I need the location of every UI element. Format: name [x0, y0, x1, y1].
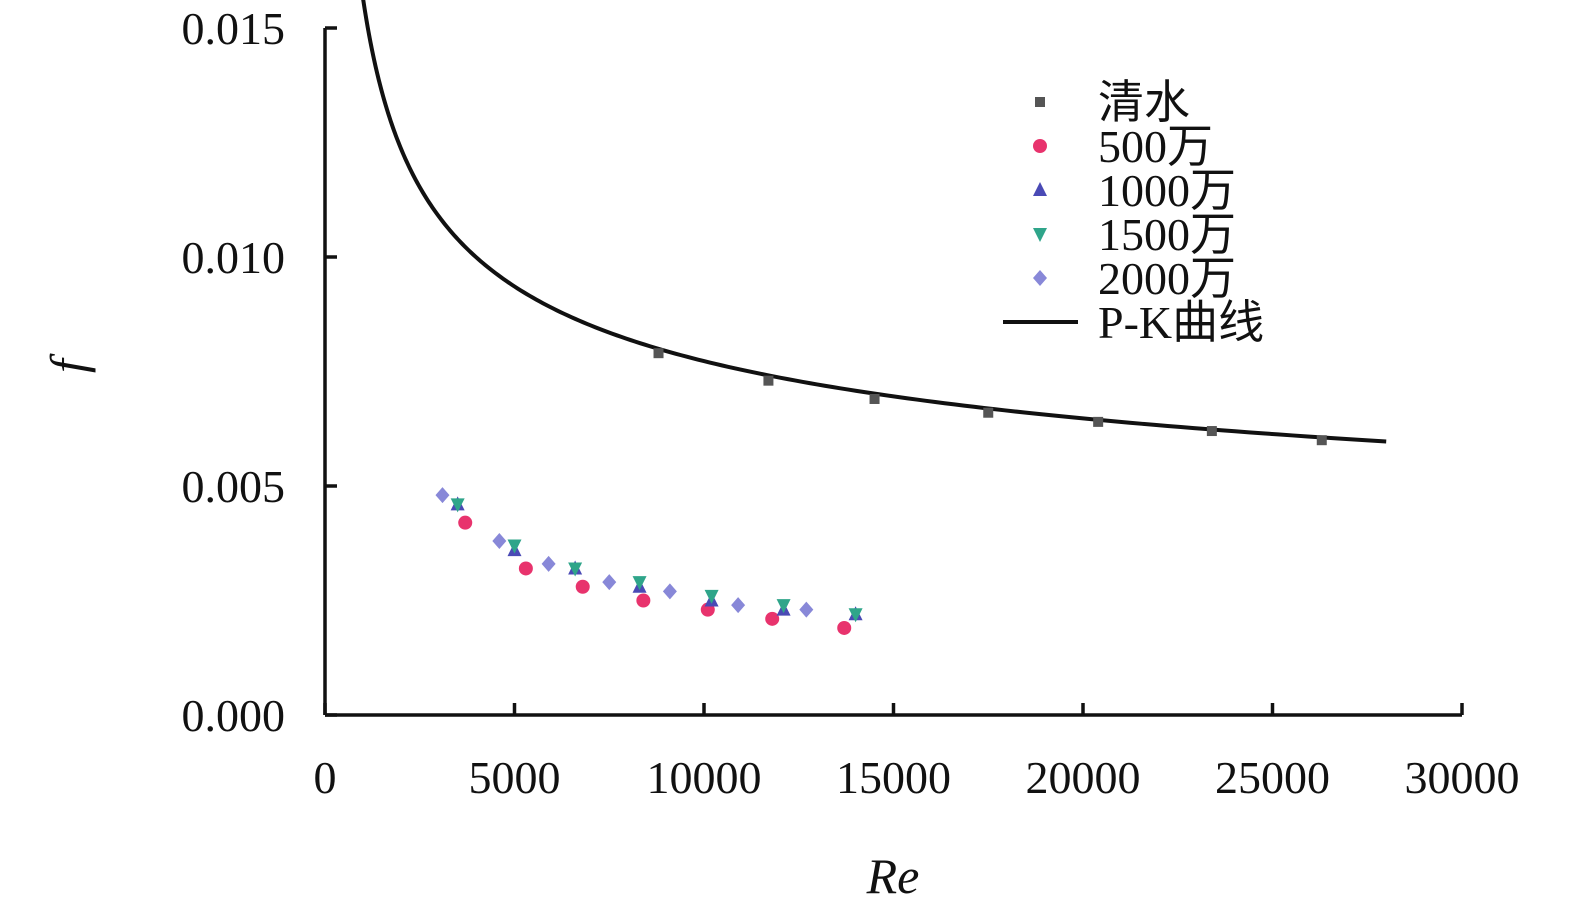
data-point	[602, 574, 617, 591]
data-point	[568, 562, 583, 577]
pk-curve-layer	[361, 0, 1387, 444]
legend-label: 500万	[1098, 121, 1213, 172]
x-tick-label: 5000	[469, 752, 561, 803]
x-axis-label: Re	[866, 848, 920, 904]
data-point	[450, 498, 465, 513]
legend-item: 500万	[1033, 121, 1213, 172]
data-point	[435, 487, 450, 504]
data-point	[799, 601, 814, 618]
y-axis-label: f	[40, 353, 96, 373]
legend-marker	[1033, 182, 1047, 196]
axis-ticks: 0 5000 10000 15000 20000 25000 30000 0.000 0.005…	[182, 3, 1520, 803]
legend-item: 2000万	[1033, 253, 1236, 304]
data-point	[848, 608, 863, 623]
data-point	[776, 599, 791, 614]
legend-item: 1500万	[1033, 209, 1236, 260]
legend-marker	[1033, 139, 1047, 153]
y-tick-label: 0.010	[182, 232, 286, 283]
data-point	[1093, 416, 1104, 427]
x-tick-label: 10000	[647, 752, 762, 803]
legend-item: P-K曲线	[1003, 297, 1264, 348]
data-point	[492, 532, 507, 549]
data-point	[765, 611, 780, 626]
data-point	[518, 561, 533, 576]
data-point	[1206, 426, 1217, 437]
series-2	[450, 496, 863, 621]
data-point	[575, 579, 590, 594]
data-point	[731, 597, 746, 614]
data-point	[704, 589, 719, 604]
legend-label: 1000万	[1098, 165, 1236, 216]
data-point	[869, 393, 880, 404]
legend-item: 清水	[1035, 77, 1190, 128]
axes	[323, 28, 1462, 717]
legend-marker	[1033, 228, 1047, 242]
data-point	[653, 348, 664, 359]
series-1	[458, 515, 852, 635]
series-0	[653, 348, 1327, 446]
data-point	[983, 407, 994, 418]
data-point	[837, 620, 852, 635]
legend-label: 1500万	[1098, 209, 1236, 260]
x-tick-label: 25000	[1215, 752, 1330, 803]
legend-item: 1000万	[1033, 165, 1236, 216]
legend-label: 2000万	[1098, 253, 1236, 304]
y-tick-label: 0.015	[182, 3, 286, 54]
legend-marker	[1035, 97, 1045, 107]
series-3	[450, 498, 863, 623]
legend-label: P-K曲线	[1098, 297, 1264, 348]
legend-label: 清水	[1098, 77, 1190, 128]
x-tick-label: 20000	[1026, 752, 1141, 803]
data-point	[541, 555, 556, 572]
x-tick-label: 30000	[1405, 752, 1520, 803]
x-tick-label: 0	[314, 752, 337, 803]
data-point	[632, 576, 647, 591]
data-point	[458, 515, 473, 530]
data-point	[763, 375, 774, 386]
y-tick-label: 0.000	[182, 690, 286, 741]
data-point	[507, 539, 522, 554]
data-points	[435, 348, 1327, 635]
series-4	[435, 487, 814, 618]
data-point	[1316, 435, 1327, 446]
y-tick-label: 0.005	[182, 461, 286, 512]
x-tick-label: 15000	[836, 752, 951, 803]
data-point	[662, 583, 677, 600]
pk-curve	[361, 0, 1387, 444]
data-point	[636, 593, 651, 608]
legend-marker	[1033, 270, 1047, 286]
